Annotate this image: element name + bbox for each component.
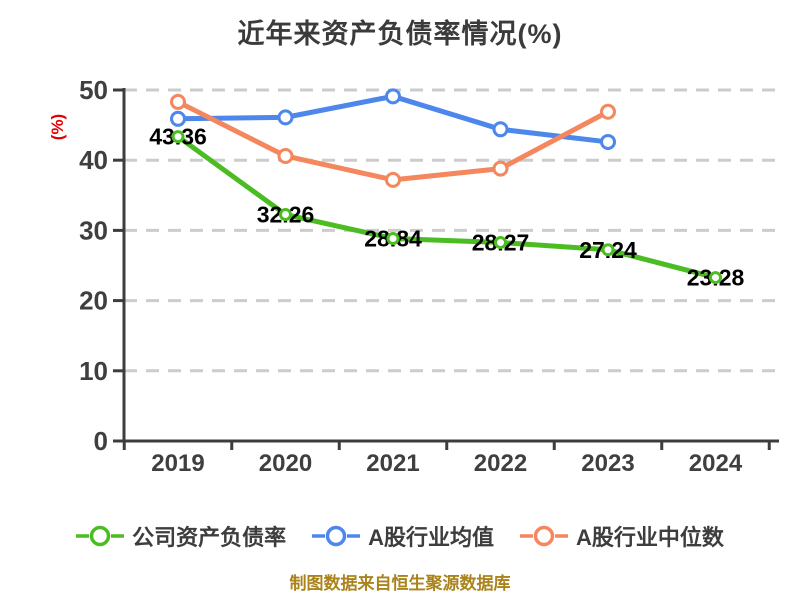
- company-data-point-marker: [171, 130, 185, 144]
- legend-item-industry-median[interactable]: A股行业中位数: [520, 520, 724, 552]
- x-tick-label: 2021: [366, 450, 419, 477]
- company-data-point-marker: [709, 271, 722, 285]
- y-tick-label: 20: [79, 286, 108, 316]
- y-tick-label: 0: [94, 426, 108, 456]
- axis-lines: [122, 88, 779, 443]
- y-tick-label: 30: [79, 215, 108, 245]
- industry-median-data-point-marker: [170, 93, 186, 110]
- industry-mean-data-point-marker: [600, 133, 616, 150]
- industry-median-data-point-marker: [600, 103, 616, 120]
- legend-company-marker-icon: [76, 525, 125, 547]
- legend: 公司资产负债率 A股行业均值 A股行业中位数: [0, 520, 800, 552]
- legend-industry-median-marker-icon: [520, 525, 568, 547]
- legend-item-industry-mean[interactable]: A股行业均值: [312, 520, 494, 552]
- industry-median-series-line: [175, 99, 611, 183]
- company-data-point-marker: [494, 236, 507, 250]
- industry-median-data-point-marker: [277, 147, 294, 164]
- industry-median-data-point-marker: [385, 171, 401, 188]
- x-tick-label: 2019: [151, 450, 204, 477]
- company-data-point-marker: [601, 243, 615, 257]
- line-chart-plot-area: 01020304050201920202021202220232024(%)43…: [48, 75, 779, 477]
- company-series-line: [175, 134, 718, 281]
- company-data-point-marker: [279, 208, 292, 222]
- legend-industry-mean-label: A股行业均值: [368, 525, 494, 550]
- x-tick-label: 2020: [259, 450, 312, 477]
- company-data-point-marker: [386, 232, 400, 246]
- legend-industry-mean-marker-icon: [312, 525, 361, 547]
- source-note: 制图数据来自恒生聚源数据库: [289, 574, 511, 593]
- y-tick-label: 10: [79, 356, 108, 386]
- industry-mean-data-point-marker: [385, 88, 401, 105]
- x-tick-label: 2023: [581, 450, 634, 477]
- industry-mean-data-point-marker: [492, 121, 509, 138]
- y-axis-unit-label: (%): [48, 114, 67, 140]
- chart-title: 近年来资产负债率情况(%): [237, 19, 563, 49]
- legend-company-label: 公司资产负债率: [132, 525, 287, 550]
- y-tick-label: 50: [79, 75, 108, 105]
- legend-industry-median-label: A股行业中位数: [576, 525, 724, 550]
- x-tick-label: 2022: [474, 450, 527, 477]
- legend-item-company[interactable]: 公司资产负债率: [76, 520, 286, 552]
- x-tick-label: 2024: [689, 450, 743, 477]
- y-tick-label: 40: [79, 145, 108, 175]
- industry-median-data-point-marker: [492, 160, 509, 177]
- industry-mean-data-point-marker: [170, 110, 186, 127]
- industry-mean-data-point-marker: [277, 109, 294, 126]
